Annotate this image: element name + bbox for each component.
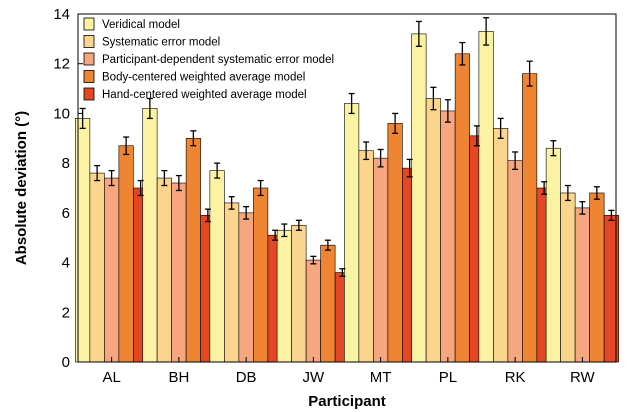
bar — [411, 33, 427, 363]
bar — [142, 108, 158, 363]
x-tick-label: MT — [370, 369, 392, 386]
legend-swatch — [83, 52, 95, 66]
bar — [425, 98, 441, 363]
x-axis-title: Participant — [308, 393, 386, 410]
bar — [387, 123, 403, 363]
x-tick-label: DB — [236, 369, 257, 386]
legend-label: Participant-dependent systematic error m… — [102, 54, 334, 66]
x-tick-label: PL — [439, 369, 457, 386]
x-axis-labels: AL BH DB JW MT PL RK RW — [102, 357, 596, 386]
y-tick-label: 6 — [62, 205, 70, 222]
legend-label: Hand-centered weighted average model — [102, 89, 307, 101]
bar — [156, 177, 172, 363]
bar — [253, 187, 269, 363]
bar — [238, 212, 254, 363]
bar — [358, 150, 374, 363]
bar — [454, 53, 470, 363]
y-tick-label: 10 — [53, 105, 70, 122]
bar — [478, 31, 494, 363]
legend-swatch — [83, 35, 95, 48]
legend-swatch — [83, 87, 95, 101]
legend-swatch — [83, 70, 95, 83]
bar — [589, 192, 605, 363]
bar — [171, 182, 187, 363]
legend-swatch — [83, 17, 95, 31]
bar — [522, 73, 538, 363]
bars — [75, 31, 619, 363]
x-tick-label: AL — [102, 369, 120, 386]
y-tick-label: 0 — [62, 354, 70, 371]
y-tick-label: 2 — [62, 304, 70, 321]
legend-label: Veridical model — [102, 19, 180, 31]
bar — [104, 177, 120, 363]
bar — [373, 157, 389, 363]
bar — [320, 244, 336, 363]
legend: Veridical model Systematic error model Par… — [83, 17, 334, 101]
bar — [185, 137, 201, 363]
bar — [118, 145, 134, 363]
x-tick-label: RW — [570, 369, 596, 386]
bar — [89, 172, 105, 363]
bar — [507, 160, 523, 363]
x-tick-label: BH — [168, 369, 189, 386]
bar — [493, 128, 509, 363]
plot-frame — [77, 13, 617, 363]
x-tick-label: JW — [303, 369, 326, 386]
y-tick-label: 14 — [53, 6, 70, 23]
bar — [344, 103, 360, 363]
bar — [560, 192, 576, 363]
error-bars — [79, 17, 615, 277]
bar — [545, 147, 561, 363]
bar — [224, 202, 240, 363]
bar — [276, 229, 292, 363]
y-tick-label: 8 — [62, 155, 70, 172]
bar — [291, 224, 307, 363]
bar — [440, 110, 456, 363]
legend-label: Systematic error model — [102, 37, 220, 49]
bar — [209, 170, 225, 363]
y-tick-label: 4 — [62, 255, 70, 272]
legend-label: Body-centered weighted average model — [102, 72, 305, 84]
x-tick-label: RK — [505, 369, 526, 386]
bar — [574, 207, 590, 363]
y-axis-title: Absolute deviation (°) — [13, 111, 30, 265]
y-tick-label: 12 — [53, 56, 70, 73]
bar — [305, 259, 321, 363]
